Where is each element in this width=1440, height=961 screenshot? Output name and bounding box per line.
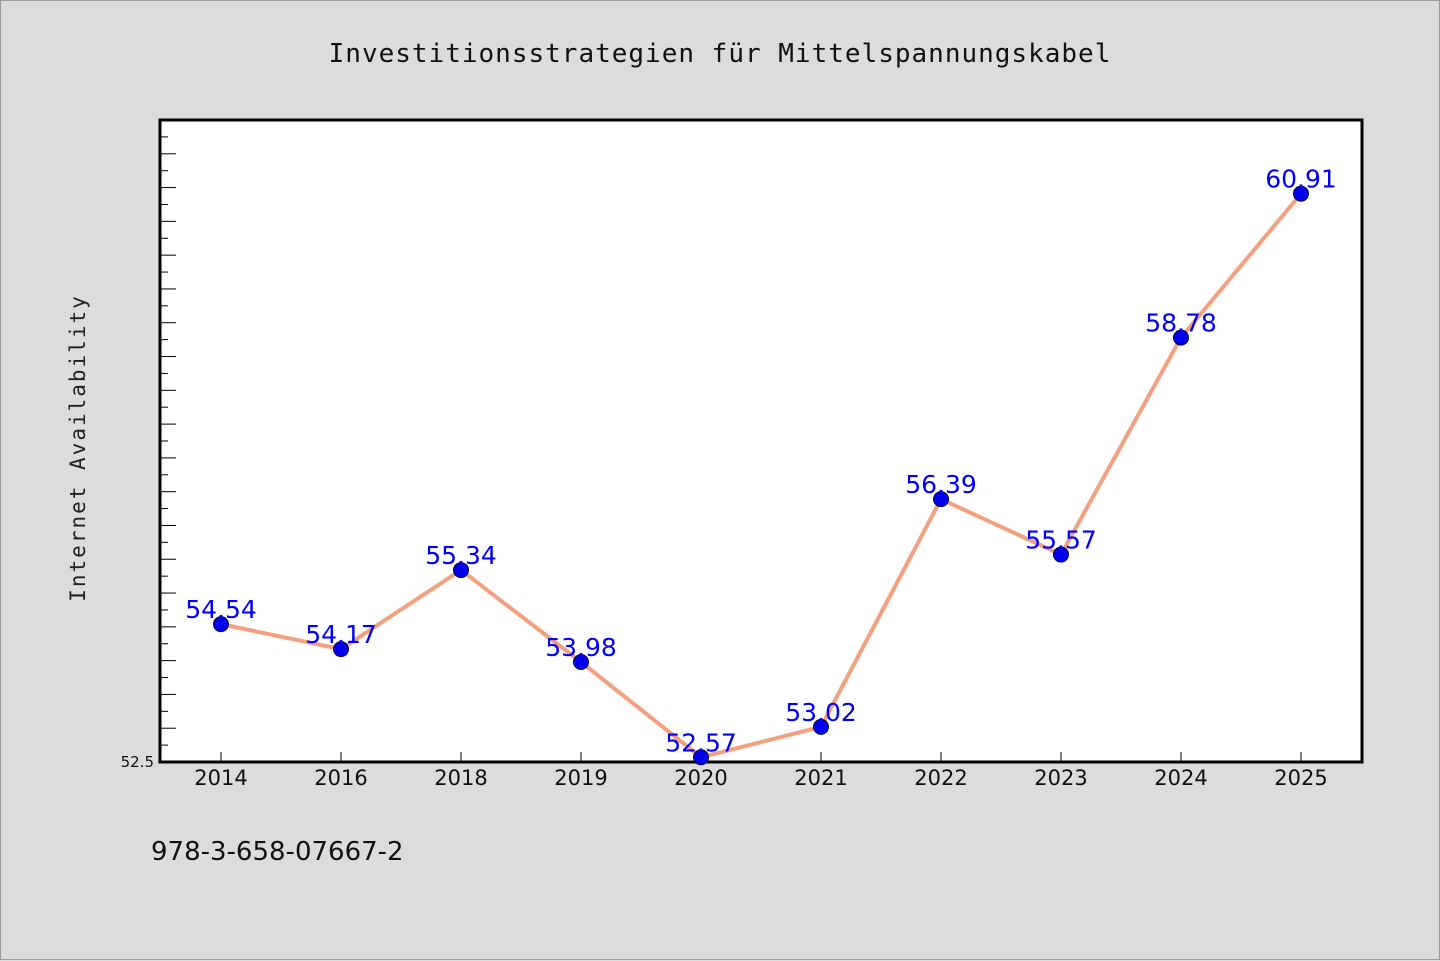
data-point-marker bbox=[693, 749, 709, 766]
x-tick-label: 2014 bbox=[194, 766, 247, 790]
series-markers-group bbox=[213, 185, 1309, 766]
y-axis-label: Internet Availability bbox=[66, 294, 90, 602]
data-label: 54.54 bbox=[185, 595, 257, 624]
x-tick-label: 2022 bbox=[914, 766, 967, 790]
y-tick-label: 52.5 bbox=[121, 753, 154, 771]
isbn-text: 978-3-658-07667-2 bbox=[151, 837, 404, 867]
x-tick-label: 2021 bbox=[794, 766, 847, 790]
data-point-marker bbox=[1053, 546, 1069, 563]
data-point-marker bbox=[1293, 185, 1309, 202]
chart-title: Investitionsstrategien für Mittelspannun… bbox=[329, 39, 1112, 69]
data-point-marker bbox=[213, 616, 229, 633]
y-axis-tick-labels: 52.5 bbox=[121, 753, 154, 771]
x-tick-label: 2016 bbox=[314, 766, 367, 790]
data-point-marker bbox=[573, 653, 589, 670]
data-label: 54.17 bbox=[305, 620, 377, 649]
data-label: 58.78 bbox=[1145, 309, 1217, 338]
data-label: 56.39 bbox=[905, 470, 977, 499]
data-labels-group: 54.54 54.17 55.34 53.98 52.57 53.02 56.39 55.57… bbox=[185, 165, 1337, 758]
x-tick-label: 2024 bbox=[1154, 766, 1207, 790]
x-axis-tick-labels: 2014 2016 2018 2019 2020 2021 2022 2023 2024 2025 bbox=[194, 766, 1327, 790]
series-line bbox=[220, 192, 1303, 760]
data-label: 55.57 bbox=[1025, 526, 1097, 555]
data-label: 60.91 bbox=[1265, 165, 1337, 194]
series-line-group bbox=[220, 192, 1303, 760]
x-tick-label: 2025 bbox=[1274, 766, 1327, 790]
data-point-marker bbox=[813, 718, 829, 735]
data-label: 52.57 bbox=[665, 728, 737, 757]
plot-area bbox=[158, 118, 1364, 764]
y-axis-ticks bbox=[160, 136, 176, 763]
x-tick-label: 2023 bbox=[1034, 766, 1087, 790]
data-point-marker bbox=[933, 491, 949, 508]
data-point-marker bbox=[333, 641, 349, 658]
x-tick-label: 2019 bbox=[554, 766, 607, 790]
data-point-marker bbox=[453, 562, 469, 579]
x-tick-label: 2018 bbox=[434, 766, 487, 790]
data-label: 53.98 bbox=[545, 633, 617, 662]
data-label: 55.34 bbox=[425, 541, 497, 570]
data-point-marker bbox=[1173, 329, 1189, 346]
data-label: 53.02 bbox=[785, 698, 857, 727]
x-axis-ticks bbox=[220, 752, 1302, 762]
x-tick-label: 2020 bbox=[674, 766, 727, 790]
